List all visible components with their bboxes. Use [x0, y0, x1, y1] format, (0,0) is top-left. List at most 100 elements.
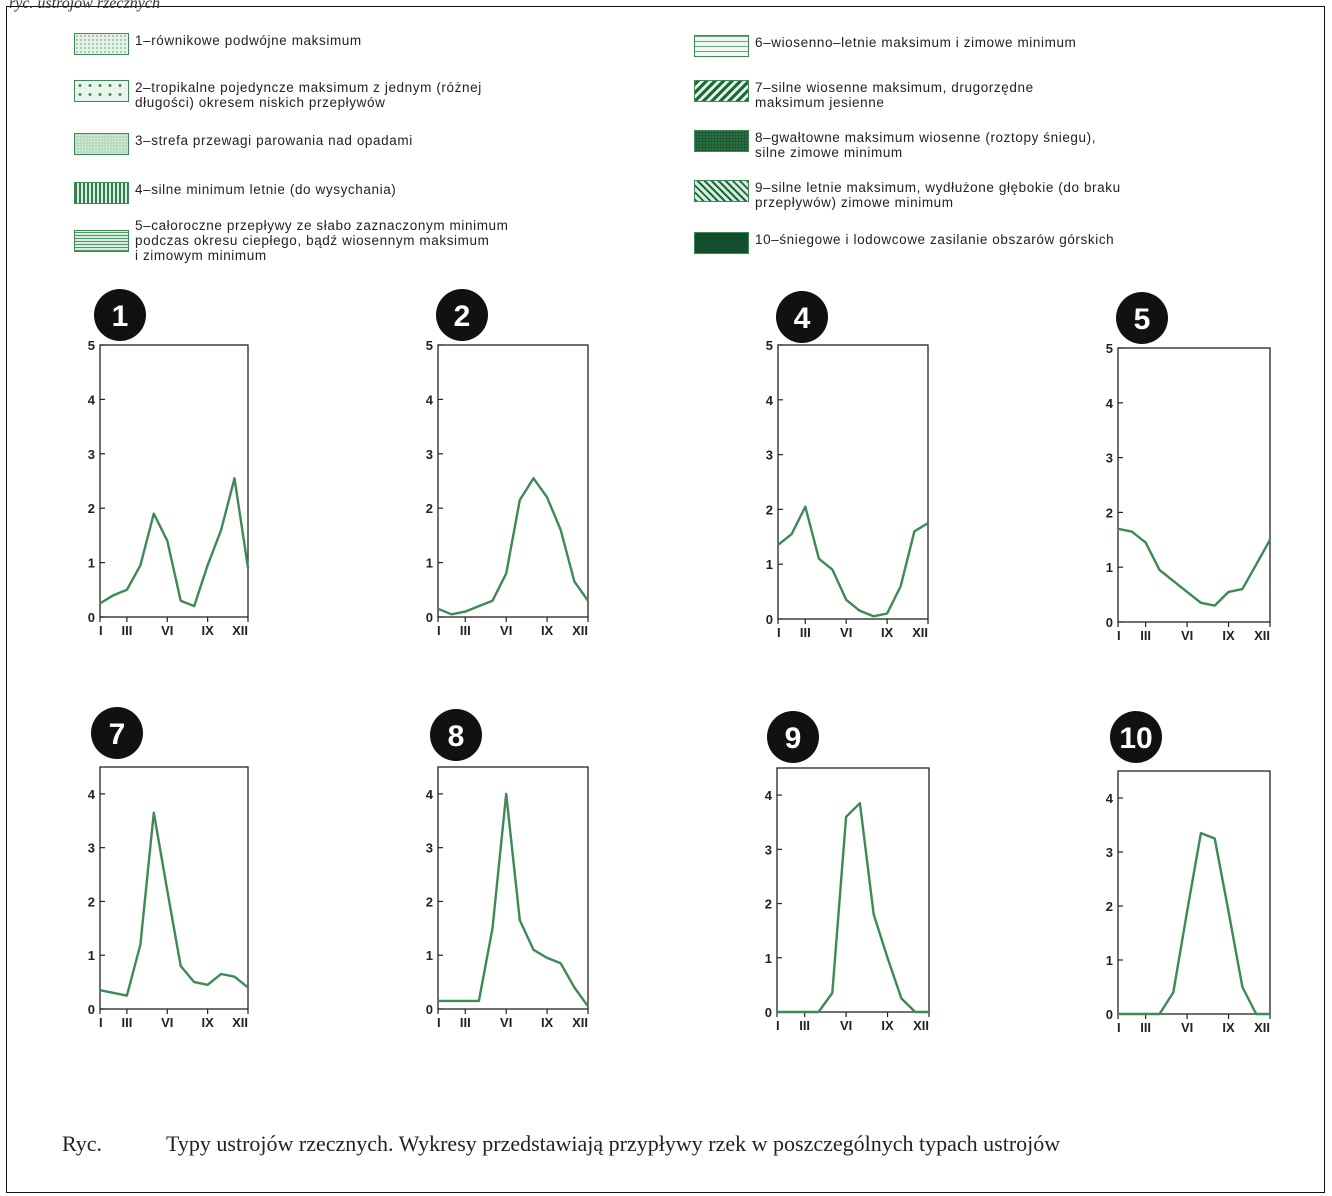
x-tick-label: VI — [1181, 1020, 1193, 1035]
x-tick-label: VI — [1181, 628, 1193, 643]
y-tick-label: 4 — [88, 392, 96, 407]
x-tick-label: VI — [500, 1015, 512, 1030]
legend-item-3: 3–strefa przewagi parowania nad opadami — [74, 133, 413, 155]
y-tick-label: 4 — [765, 788, 773, 803]
legend-item-9: 9–silne letnie maksimum, wydłużone głębo… — [694, 180, 1121, 210]
y-tick-label: 2 — [426, 501, 433, 516]
legend-item-1: 1–równikowe podwójne maksimum — [74, 33, 362, 55]
y-tick-label: 2 — [765, 897, 772, 912]
legend-item-2: 2–tropikalne pojedyncze maksimum z jedny… — [74, 80, 482, 110]
y-tick-label: 5 — [766, 338, 773, 353]
badge-number: 2 — [454, 300, 471, 333]
x-tick-label: IX — [201, 1015, 214, 1030]
badge-circle — [91, 707, 143, 759]
y-tick-label: 2 — [88, 894, 95, 909]
plot-frame — [1117, 347, 1271, 623]
x-tick-label: III — [121, 1015, 132, 1030]
x-tick-label: VI — [840, 625, 852, 640]
legend-text-5: 5–całoroczne przepływy ze słabo zaznaczo… — [135, 218, 509, 263]
plot-frame — [99, 344, 249, 618]
dense-dots-swatch-icon — [694, 130, 749, 152]
y-tick-label: 4 — [1106, 396, 1114, 411]
chart-number-badge: 7 — [91, 707, 143, 759]
y-tick-label: 3 — [426, 841, 433, 856]
figure-caption: Ryc. Typy ustrojów rzecznych. Wykresy pr… — [62, 1131, 1060, 1157]
badge-number: 7 — [109, 718, 126, 751]
y-tick-label: 4 — [426, 787, 434, 802]
diagonal-hatch-swatch-icon — [694, 80, 749, 102]
y-tick-label: 3 — [88, 447, 95, 462]
y-tick-label: 3 — [88, 841, 95, 856]
badge-number: 5 — [1134, 303, 1151, 336]
legend-item-7: 7–silne wiosenne maksimum, drugorzędne m… — [694, 80, 1034, 110]
chart-number-badge: 8 — [430, 709, 482, 761]
x-tick-label: IX — [201, 623, 214, 638]
badge-number: 4 — [794, 302, 811, 335]
plot-frame — [776, 767, 930, 1013]
x-tick-label: III — [460, 1015, 471, 1030]
badge-number: 9 — [785, 722, 802, 755]
plot-frame — [437, 766, 589, 1010]
chart-number-badge: 1 — [94, 289, 146, 341]
series-line — [1118, 831, 1270, 1016]
badge-circle — [94, 289, 146, 341]
badge-circle — [436, 289, 488, 341]
x-tick-label: I — [776, 1018, 780, 1033]
diagonal-lines-swatch-icon — [694, 180, 749, 202]
series-line — [438, 792, 589, 1008]
x-tick-label: XII — [1254, 1020, 1270, 1035]
legend-item-6: 6–wiosenno–letnie maksimum i zimowe mini… — [694, 35, 1076, 57]
y-tick-label: 5 — [1106, 341, 1113, 356]
y-tick-label: 5 — [88, 338, 95, 353]
badge-circle — [767, 711, 819, 763]
y-tick-label: 0 — [426, 610, 433, 625]
x-tick-label: VI — [840, 1018, 852, 1033]
legend-text-4: 4–silne minimum letnie (do wysychania) — [135, 182, 397, 197]
y-tick-label: 1 — [426, 948, 433, 963]
badge-circle — [1116, 292, 1168, 344]
vertical-lines-swatch-icon — [74, 182, 129, 204]
x-tick-label: IX — [541, 1015, 554, 1030]
x-tick-label: IX — [1222, 1020, 1235, 1035]
x-tick-label: XII — [912, 625, 928, 640]
x-tick-label: III — [1140, 1020, 1151, 1035]
plot-frame — [1117, 770, 1271, 1015]
x-tick-label: III — [121, 623, 132, 638]
plot-frame — [99, 766, 249, 1010]
y-tick-label: 3 — [1106, 845, 1113, 860]
y-tick-label: 0 — [88, 1002, 95, 1017]
y-tick-label: 3 — [1106, 451, 1113, 466]
figure-frame: ryc. ustrojów rzecznych — [6, 0, 1325, 1193]
legend-text-2: 2–tropikalne pojedyncze maksimum z jedny… — [135, 80, 482, 110]
x-tick-label: IX — [541, 623, 554, 638]
y-tick-label: 0 — [765, 1005, 772, 1020]
y-tick-label: 2 — [426, 894, 433, 909]
x-tick-label: XII — [913, 1018, 929, 1033]
y-tick-label: 1 — [88, 948, 95, 963]
horizontal-lines-swatch-icon — [74, 230, 129, 252]
legend-text-9: 9–silne letnie maksimum, wydłużone głębo… — [755, 180, 1121, 210]
dotted-swatch-icon — [74, 33, 129, 55]
y-tick-label: 1 — [766, 557, 773, 572]
x-tick-label: XII — [572, 623, 588, 638]
y-tick-label: 1 — [1106, 560, 1113, 575]
x-tick-label: VI — [161, 1015, 173, 1030]
plot-frame — [777, 344, 929, 620]
x-tick-label: III — [460, 623, 471, 638]
legend-item-8: 8–gwałtowne maksimum wiosenne (roztopy ś… — [694, 130, 1096, 160]
y-tick-label: 2 — [1106, 899, 1113, 914]
y-tick-label: 0 — [426, 1002, 433, 1017]
series-line — [99, 811, 249, 997]
x-tick-label: I — [777, 625, 781, 640]
x-tick-label: IX — [1222, 628, 1235, 643]
badge-number: 10 — [1119, 722, 1152, 755]
legend-text-1: 1–równikowe podwójne maksimum — [135, 33, 362, 48]
series-line — [437, 477, 589, 616]
